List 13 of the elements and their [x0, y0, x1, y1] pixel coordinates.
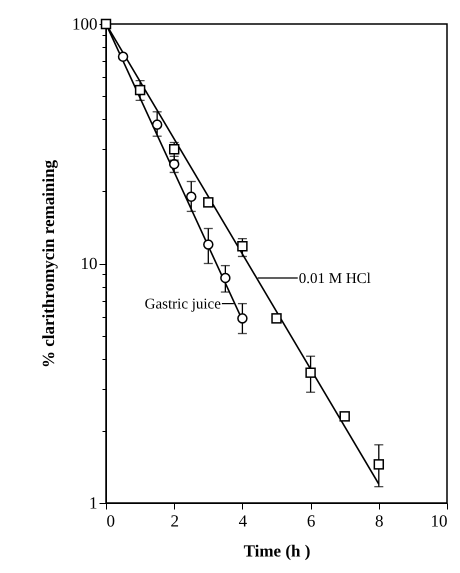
y-tick-label: 1: [89, 494, 98, 512]
x-tick-label: 0: [106, 512, 115, 530]
x-tick-label: 10: [430, 512, 448, 530]
x-tick-label: 6: [306, 512, 316, 530]
y-axis-title: % clarithromycin remaining: [39, 159, 58, 368]
x-tick-label: 4: [238, 512, 248, 530]
x-tick-label: 2: [170, 512, 179, 530]
annotation: 0.01 M HCl: [298, 270, 371, 287]
y-tick-label: 100: [72, 14, 98, 34]
annotation: Gastric juice: [144, 296, 222, 313]
y-tick-label: 10: [80, 254, 98, 273]
x-axis-title: Time (h ): [244, 542, 310, 560]
x-tick-label: 8: [375, 512, 384, 530]
